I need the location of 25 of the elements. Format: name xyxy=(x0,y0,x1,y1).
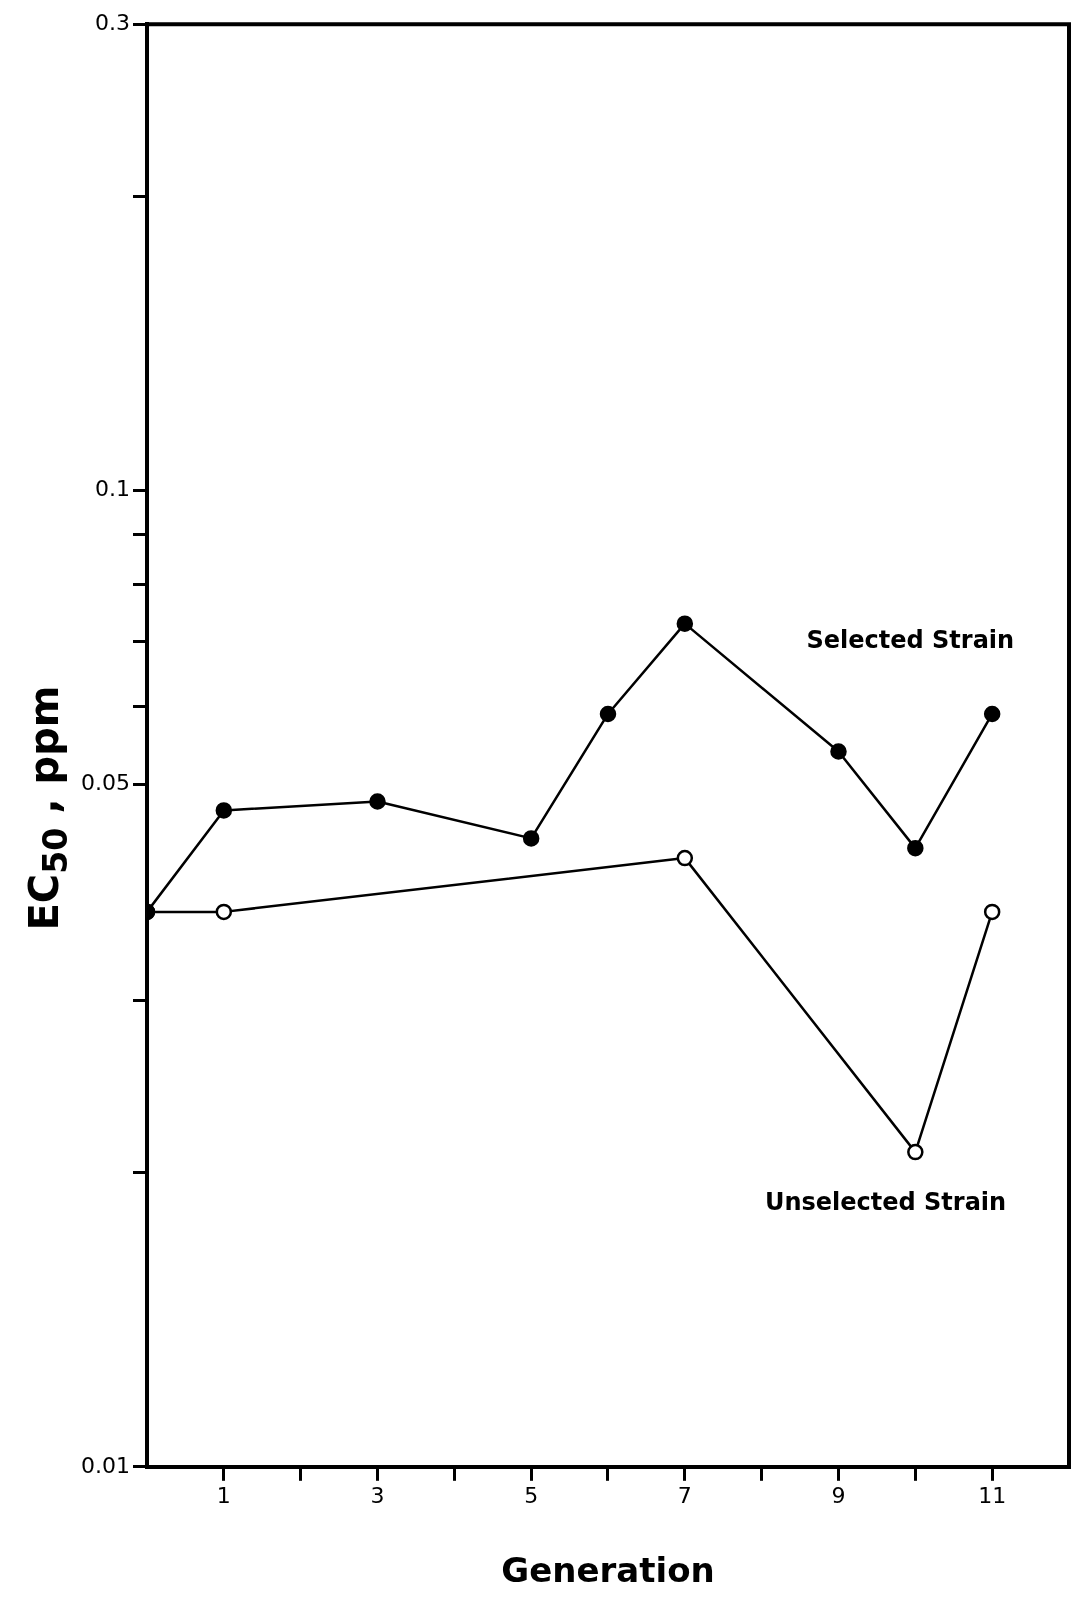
x-tick-label: 1 xyxy=(216,1482,231,1508)
x-tick-label: 3 xyxy=(370,1482,385,1508)
y-tick-label: 0.05 xyxy=(81,769,130,795)
y-tick-label: 0.1 xyxy=(94,475,130,501)
point xyxy=(907,1143,924,1161)
point xyxy=(830,743,847,760)
y-tick-label: 0.3 xyxy=(94,9,130,35)
text: Selected Strain xyxy=(806,625,1015,654)
x-tick-label: 9 xyxy=(831,1482,846,1508)
point xyxy=(983,705,1001,723)
point xyxy=(215,903,233,921)
x-tick-label: 7 xyxy=(677,1482,692,1508)
y-tick-label: 0.01 xyxy=(81,1452,130,1478)
point xyxy=(983,903,1001,921)
point xyxy=(369,793,386,810)
point xyxy=(907,839,924,857)
point xyxy=(599,705,617,723)
point xyxy=(522,830,540,847)
text: Unselected Strain xyxy=(764,1188,1007,1217)
point xyxy=(676,849,694,867)
point xyxy=(676,615,694,632)
x-tick-label: 5 xyxy=(524,1482,539,1508)
point xyxy=(215,802,233,819)
x-axis-title: Generation xyxy=(501,1550,715,1591)
x-tick-label: 11 xyxy=(978,1482,1007,1508)
